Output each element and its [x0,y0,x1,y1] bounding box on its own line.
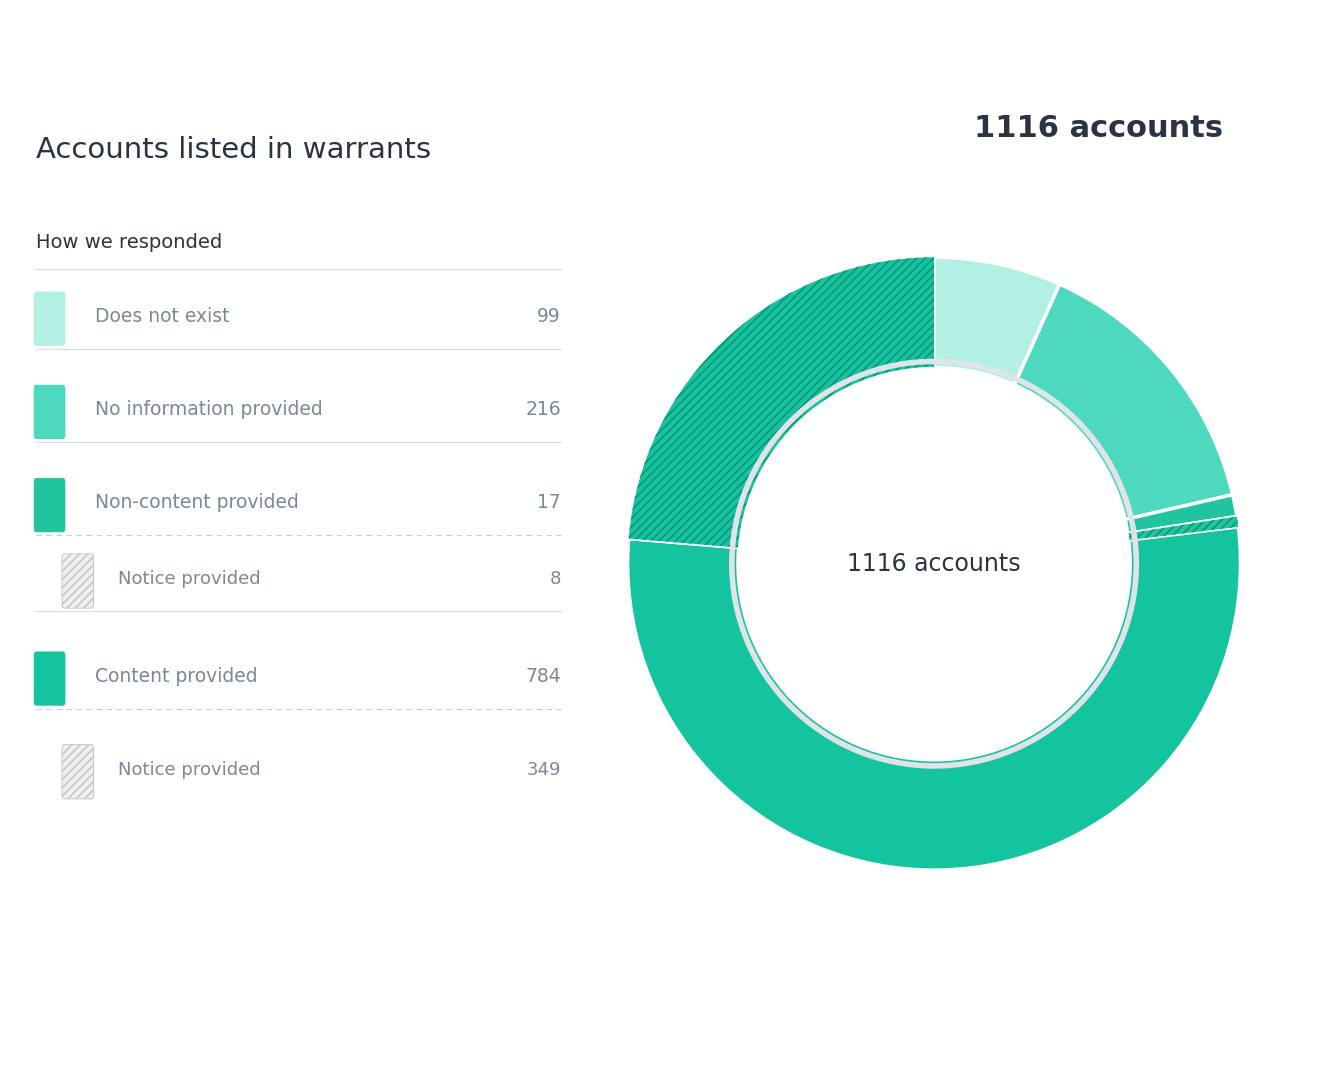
Wedge shape [1128,516,1238,540]
Text: Accounts listed in warrants: Accounts listed in warrants [36,136,431,164]
Circle shape [738,367,1130,760]
Text: 17: 17 [538,493,560,513]
FancyBboxPatch shape [62,745,94,799]
Wedge shape [1015,284,1232,519]
Wedge shape [629,257,934,547]
Text: 1116 accounts: 1116 accounts [974,114,1223,143]
Wedge shape [1128,516,1238,540]
FancyBboxPatch shape [62,554,94,608]
Text: No information provided: No information provided [95,400,323,420]
FancyBboxPatch shape [34,651,66,706]
FancyBboxPatch shape [34,385,66,439]
Text: 216: 216 [526,400,560,420]
FancyBboxPatch shape [34,478,66,532]
Text: Notice provided: Notice provided [118,761,261,778]
Text: 349: 349 [527,761,560,778]
Text: 8: 8 [550,570,560,588]
FancyBboxPatch shape [34,292,66,346]
Wedge shape [1125,494,1236,533]
Text: Does not exist: Does not exist [95,307,230,326]
Wedge shape [628,527,1241,870]
Text: Content provided: Content provided [95,667,258,686]
Wedge shape [934,257,1059,385]
Text: Notice provided: Notice provided [118,570,261,588]
Text: 1116 accounts: 1116 accounts [847,552,1021,576]
Text: 99: 99 [538,307,560,326]
Text: 784: 784 [526,667,560,686]
Wedge shape [629,257,934,547]
Text: How we responded: How we responded [36,233,222,253]
Text: Non-content provided: Non-content provided [95,493,300,513]
